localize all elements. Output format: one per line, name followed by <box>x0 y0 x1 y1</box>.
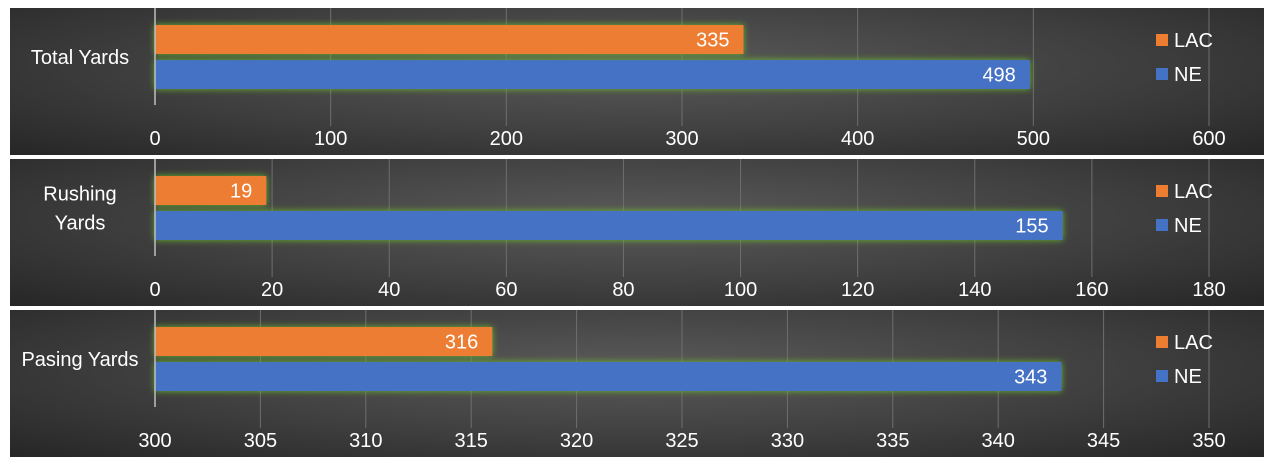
legend-label-ne: NE <box>1174 215 1202 237</box>
tick-label: 180 <box>1192 279 1225 301</box>
bar-group-lac: 335 <box>155 25 744 54</box>
tick-label: 100 <box>724 279 757 301</box>
tick-label: 345 <box>1087 430 1120 452</box>
tick-label: 310 <box>349 430 382 452</box>
category-label: Total Yards <box>31 47 129 69</box>
category-label: Yards <box>55 213 106 235</box>
legend-swatch-ne <box>1156 370 1168 382</box>
tick-label: 120 <box>841 279 874 301</box>
chart-panel-total-yards: 498 335 Total Yards 0 100 200 300 400 500 600 LAC N… <box>10 8 1264 155</box>
data-label-ne: 343 <box>1014 367 1047 389</box>
tick-label: 160 <box>1075 279 1108 301</box>
tick-label: 60 <box>495 279 517 301</box>
bar-group-ne: 498 <box>155 60 1030 89</box>
bar-group-lac: 19 <box>155 176 267 205</box>
tick-label: 340 <box>982 430 1015 452</box>
legend-label-lac: LAC <box>1174 181 1213 203</box>
data-label-lac: 19 <box>230 181 252 203</box>
tick-label: 200 <box>490 128 523 150</box>
bar-lac <box>155 327 493 356</box>
tick-label: 320 <box>560 430 593 452</box>
tick-label: 325 <box>665 430 698 452</box>
legend-swatch-lac <box>1156 34 1168 46</box>
tick-label: 100 <box>314 128 347 150</box>
bar-lac <box>155 25 744 54</box>
bar-group-ne: 343 <box>155 362 1062 391</box>
tick-label: 400 <box>841 128 874 150</box>
chart-panel-passing-yards: 343 316 Pasing Yards 300 305 310 315 320 325 330 3… <box>10 310 1264 457</box>
chart-svg: 498 335 Total Yards 0 100 200 300 400 500 600 LAC N… <box>31 8 1226 150</box>
bar-group-lac: 316 <box>155 327 493 356</box>
bar-ne <box>155 60 1030 89</box>
category-label: Pasing Yards <box>21 349 138 371</box>
tick-label: 315 <box>455 430 488 452</box>
data-label-ne: 155 <box>1015 216 1048 238</box>
tick-label: 350 <box>1192 430 1225 452</box>
data-label-ne: 498 <box>982 65 1015 87</box>
bar-ne <box>155 211 1063 240</box>
legend-swatch-lac <box>1156 336 1168 348</box>
tick-label: 600 <box>1192 128 1225 150</box>
legend-label-lac: LAC <box>1174 332 1213 354</box>
tick-label: 500 <box>1017 128 1050 150</box>
chart-svg: 155 19 Rushing Yards 0 20 40 60 80 100 120 140 160 18… <box>43 159 1226 301</box>
tick-label: 0 <box>149 279 160 301</box>
legend-swatch-lac <box>1156 185 1168 197</box>
chart-panel-rushing-yards: 155 19 Rushing Yards 0 20 40 60 80 100 120 140 160 18… <box>10 159 1264 306</box>
legend-label-ne: NE <box>1174 64 1202 86</box>
tick-label: 305 <box>244 430 277 452</box>
legend-label-lac: LAC <box>1174 30 1213 52</box>
tick-label: 300 <box>138 430 171 452</box>
tick-label: 140 <box>958 279 991 301</box>
chart-svg: 343 316 Pasing Yards 300 305 310 315 320 325 330 3… <box>21 310 1226 452</box>
bar-lac <box>155 176 267 205</box>
legend-swatch-ne <box>1156 68 1168 80</box>
category-label: Rushing <box>43 184 116 206</box>
legend-label-ne: NE <box>1174 366 1202 388</box>
bar-group-ne: 155 <box>155 211 1063 240</box>
tick-label: 80 <box>612 279 634 301</box>
data-label-lac: 335 <box>696 30 729 52</box>
bar-ne <box>155 362 1062 391</box>
tick-label: 0 <box>149 128 160 150</box>
legend-swatch-ne <box>1156 219 1168 231</box>
tick-label: 40 <box>378 279 400 301</box>
tick-label: 20 <box>261 279 283 301</box>
tick-label: 330 <box>771 430 804 452</box>
tick-label: 335 <box>876 430 909 452</box>
data-label-lac: 316 <box>445 332 478 354</box>
tick-label: 300 <box>665 128 698 150</box>
